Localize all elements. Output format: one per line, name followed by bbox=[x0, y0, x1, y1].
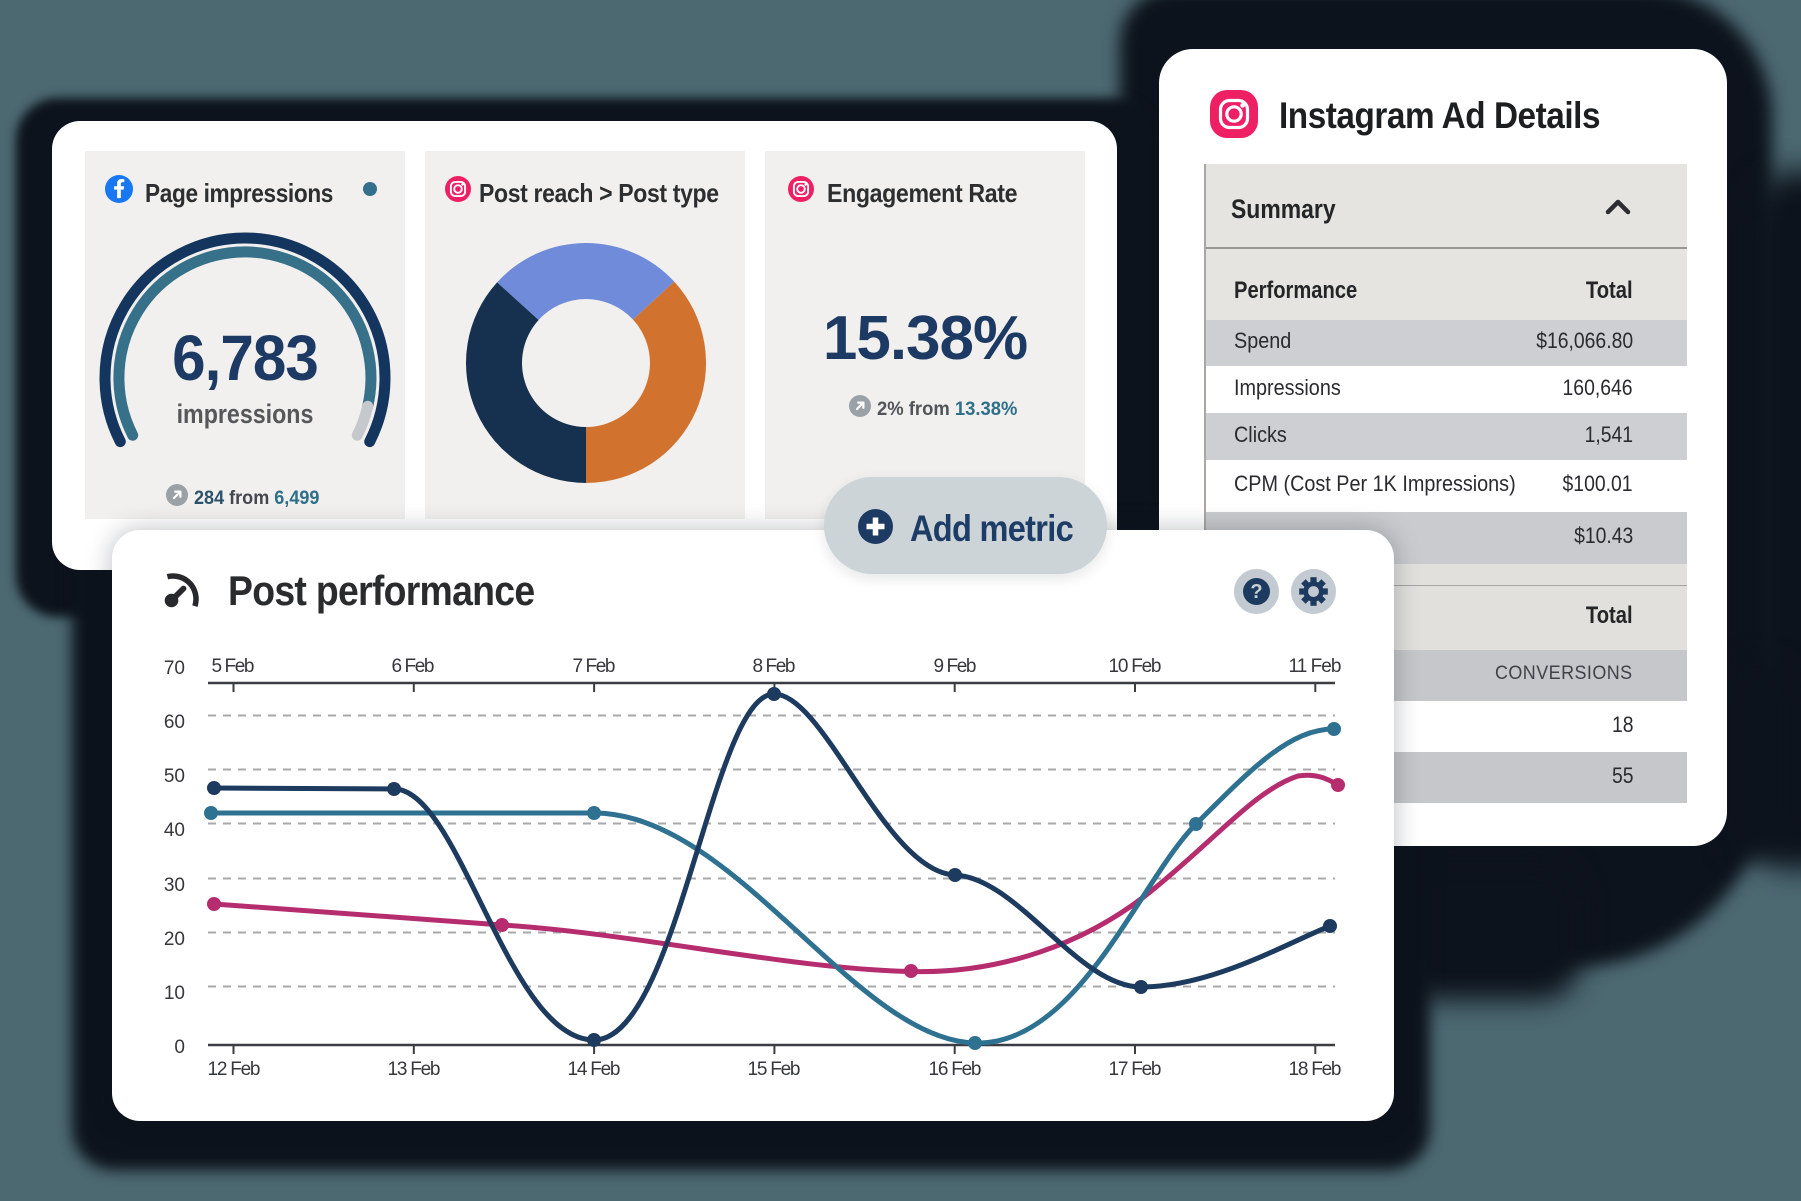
svg-text:12 Feb: 12 Feb bbox=[208, 1059, 261, 1080]
svg-text:10 Feb: 10 Feb bbox=[1109, 656, 1162, 677]
svg-text:14 Feb: 14 Feb bbox=[568, 1059, 621, 1080]
svg-text:60: 60 bbox=[164, 712, 185, 733]
svg-text:5 Feb: 5 Feb bbox=[212, 656, 255, 677]
svg-text:13 Feb: 13 Feb bbox=[388, 1059, 441, 1080]
svg-text:8 Feb: 8 Feb bbox=[753, 656, 796, 677]
svg-text:50: 50 bbox=[164, 766, 185, 787]
svg-text:0: 0 bbox=[174, 1037, 185, 1058]
svg-text:7 Feb: 7 Feb bbox=[573, 656, 616, 677]
svg-text:17 Feb: 17 Feb bbox=[1109, 1059, 1162, 1080]
svg-text:70: 70 bbox=[164, 658, 185, 679]
svg-text:18 Feb: 18 Feb bbox=[1289, 1059, 1342, 1080]
svg-text:20: 20 bbox=[164, 929, 185, 950]
svg-text:30: 30 bbox=[164, 875, 185, 896]
svg-text:15 Feb: 15 Feb bbox=[748, 1059, 801, 1080]
svg-text:10: 10 bbox=[164, 983, 185, 1004]
svg-text:11 Feb: 11 Feb bbox=[1289, 656, 1342, 677]
svg-text:40: 40 bbox=[164, 820, 185, 841]
svg-text:16 Feb: 16 Feb bbox=[929, 1059, 982, 1080]
svg-text:9 Feb: 9 Feb bbox=[934, 656, 977, 677]
svg-text:6 Feb: 6 Feb bbox=[392, 656, 435, 677]
